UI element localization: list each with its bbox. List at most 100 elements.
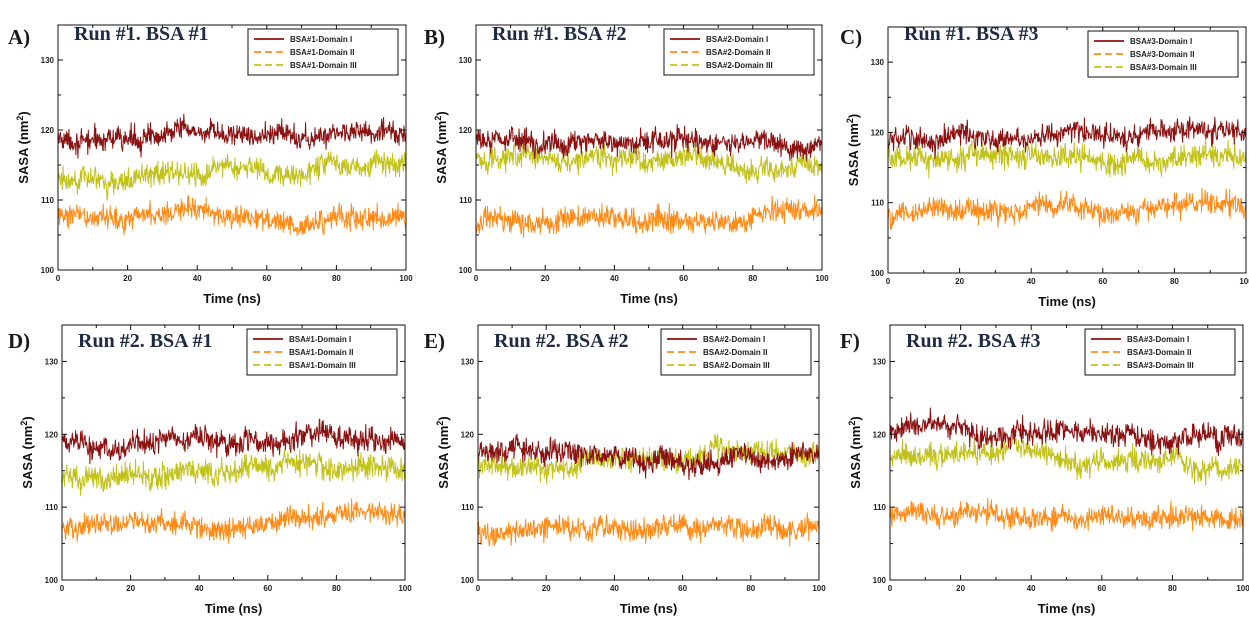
- legend-box: [247, 28, 399, 76]
- x-tick-label: 60: [1097, 584, 1106, 593]
- legend-label: BSA#1-Domain III: [290, 61, 357, 70]
- x-tick-label: 100: [1239, 277, 1249, 286]
- chart-panel-c: 0 20 40 60 80 100 100 110 120 130 Time (ns) SASA (n…: [832, 0, 1249, 310]
- x-tick-label: 0: [60, 584, 65, 593]
- x-tick-label: 0: [474, 274, 479, 283]
- x-tick-label: 60: [263, 584, 272, 593]
- y-tick-label: 130: [459, 56, 473, 65]
- legend-label: BSA#2-Domain II: [703, 348, 767, 357]
- series-line-1: [62, 418, 405, 465]
- y-tick-label: 120: [459, 126, 473, 135]
- legend-box: [1084, 328, 1236, 376]
- legend-label: BSA#2-Domain I: [706, 35, 768, 44]
- legend-box: [246, 328, 398, 376]
- chart-svg: 0 20 40 60 80 100 100 110 120 130 Time (ns) SASA (n…: [840, 23, 1249, 309]
- x-tick-label: 80: [748, 274, 757, 283]
- x-axis-label: Time (ns): [620, 601, 678, 616]
- x-tick-label: 0: [886, 277, 891, 286]
- y-axis-label: SASA (nm2): [19, 416, 35, 488]
- y-axis-label: SASA (nm2): [847, 416, 863, 488]
- x-tick-label: 20: [542, 584, 551, 593]
- series-line-3: [476, 141, 822, 184]
- series-line-2: [890, 498, 1243, 532]
- x-axis-label: Time (ns): [205, 601, 263, 616]
- y-tick-label: 110: [873, 503, 886, 512]
- x-tick-label: 20: [955, 277, 964, 286]
- x-tick-label: 80: [1170, 277, 1179, 286]
- x-tick-label: 20: [126, 584, 135, 593]
- y-axis-label: SASA (nm2): [845, 114, 861, 186]
- chart-svg: 0 20 40 60 80 100 100 110 120 130 Time (ns) SASA (n…: [424, 23, 829, 306]
- panel-letter: E): [424, 329, 445, 353]
- legend-label: BSA#2-Domain II: [706, 48, 770, 57]
- panel-title: Run #2. BSA #1: [78, 330, 213, 352]
- x-tick-label: 60: [678, 584, 687, 593]
- panel-title: Run #1. BSA #3: [904, 23, 1039, 45]
- y-tick-label: 130: [41, 56, 55, 65]
- series-line-1: [476, 124, 822, 162]
- x-tick-label: 0: [56, 274, 61, 283]
- y-tick-label: 110: [461, 503, 474, 512]
- panel-letter: D): [8, 329, 30, 353]
- series-line-3: [62, 448, 405, 497]
- x-tick-label: 20: [123, 274, 132, 283]
- series-line-2: [478, 512, 819, 547]
- x-tick-label: 40: [610, 274, 619, 283]
- x-tick-label: 100: [812, 584, 826, 593]
- panel-title: Run #1. BSA #2: [492, 23, 627, 45]
- series-line-3: [58, 149, 406, 201]
- y-tick-label: 130: [461, 357, 475, 366]
- x-tick-label: 80: [1168, 584, 1177, 593]
- y-tick-label: 100: [459, 266, 473, 275]
- series-line-2: [58, 195, 406, 237]
- y-tick-label: 130: [45, 357, 59, 366]
- series-line-1: [890, 407, 1243, 457]
- series-line-2: [888, 187, 1246, 231]
- panel-title: Run #2. BSA #2: [494, 330, 629, 352]
- legend-box: [1087, 30, 1239, 78]
- x-tick-label: 60: [262, 274, 271, 283]
- x-tick-label: 40: [1027, 584, 1036, 593]
- legend-label: BSA#2-Domain III: [706, 61, 773, 70]
- chart-panel-b: 0 20 40 60 80 100 100 110 120 130 Time (ns) SASA (n…: [416, 0, 832, 310]
- x-tick-label: 100: [399, 274, 413, 283]
- y-tick-label: 100: [41, 266, 55, 275]
- chart-svg: 0 20 40 60 80 100 100 110 120 130 Time (ns) SASA (n…: [8, 23, 413, 306]
- panel-letter: F): [840, 329, 860, 353]
- legend-label: BSA#1-Domain II: [289, 348, 353, 357]
- chart-panel-e: 0 20 40 60 80 100 100 110 120 130 Time (ns) SASA (n…: [416, 312, 832, 621]
- series-line-1: [478, 433, 819, 481]
- y-tick-label: 120: [461, 430, 475, 439]
- y-tick-label: 120: [45, 430, 59, 439]
- y-tick-label: 130: [873, 357, 887, 366]
- chart-svg: 0 20 40 60 80 100 100 110 120 130 Time (ns) SASA (n…: [424, 324, 826, 616]
- x-tick-label: 0: [476, 584, 481, 593]
- y-tick-label: 100: [873, 576, 887, 585]
- y-tick-label: 130: [871, 58, 885, 67]
- panel-letter: B): [424, 25, 445, 49]
- chart-panel-f: 0 20 40 60 80 100 100 110 120 130 Time (ns) SASA (n…: [832, 312, 1249, 621]
- legend-label: BSA#2-Domain I: [703, 335, 765, 344]
- y-tick-label: 100: [461, 576, 475, 585]
- chart-svg: 0 20 40 60 80 100 100 110 120 130 Time (ns) SASA (n…: [840, 324, 1249, 616]
- series-line-1: [888, 116, 1246, 160]
- chart-panel-a: 0 20 40 60 80 100 100 110 120 130 Time (ns) SASA (n…: [0, 0, 415, 310]
- legend-label: BSA#1-Domain I: [289, 335, 351, 344]
- series-line-1: [58, 113, 406, 159]
- y-axis-label: SASA (nm2): [15, 111, 31, 183]
- y-axis-label: SASA (nm2): [435, 416, 451, 488]
- x-tick-label: 60: [679, 274, 688, 283]
- y-tick-label: 120: [41, 126, 55, 135]
- x-tick-label: 20: [956, 584, 965, 593]
- x-tick-label: 80: [332, 274, 341, 283]
- legend-label: BSA#3-Domain II: [1130, 50, 1194, 59]
- x-axis-label: Time (ns): [620, 291, 678, 306]
- legend-label: BSA#1-Domain II: [290, 48, 354, 57]
- x-tick-label: 100: [1236, 584, 1249, 593]
- legend-box: [663, 28, 815, 76]
- legend-label: BSA#3-Domain I: [1130, 37, 1192, 46]
- x-tick-label: 80: [332, 584, 341, 593]
- x-tick-label: 60: [1098, 277, 1107, 286]
- panel-letter: A): [8, 25, 30, 49]
- x-tick-label: 100: [815, 274, 829, 283]
